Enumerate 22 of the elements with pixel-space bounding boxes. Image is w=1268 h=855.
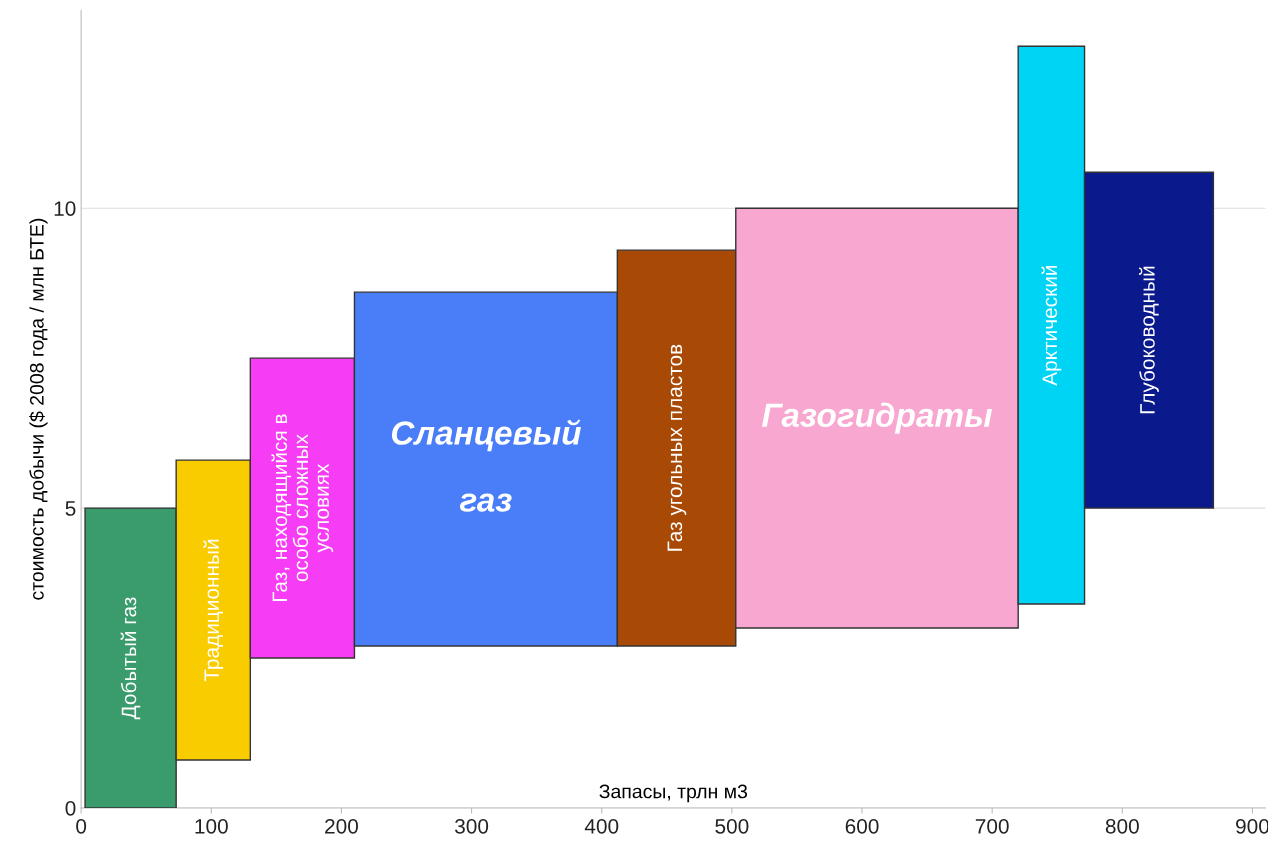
y-tick-label: 5 — [65, 501, 76, 516]
x-tick-label: 400 — [584, 818, 619, 834]
category-label: Арктический — [1041, 265, 1062, 386]
y-tick-label: 10 — [54, 201, 76, 216]
x-tick-label: 700 — [975, 818, 1009, 834]
category-label: Сланцевый газ — [391, 419, 581, 512]
x-tick-label: 800 — [1105, 818, 1139, 834]
category-label: Газогидраты — [761, 402, 993, 434]
y-axis-title: стоимость добычи ($ 2008 года / млн БТЕ) — [29, 218, 48, 600]
x-tick-label: 500 — [715, 818, 749, 834]
x-tick-label: 100 — [195, 818, 228, 834]
x-axis-title: Запасы, трлн м3 — [599, 784, 748, 803]
category-label: Газ угольных пластов — [667, 344, 687, 551]
category-label: Глубоководный — [1139, 266, 1159, 414]
x-tick-label: 0 — [76, 818, 87, 834]
x-tick-label: 600 — [845, 818, 879, 834]
x-tick-label: 200 — [325, 818, 359, 834]
y-tick-label: 0 — [65, 800, 76, 816]
x-tick-label: 300 — [455, 818, 489, 834]
category-label: Газ, находящийся в особо сложных условиях — [271, 414, 334, 602]
category-label: Добытый газ — [120, 597, 141, 720]
category-label: Традиционный — [203, 539, 224, 682]
